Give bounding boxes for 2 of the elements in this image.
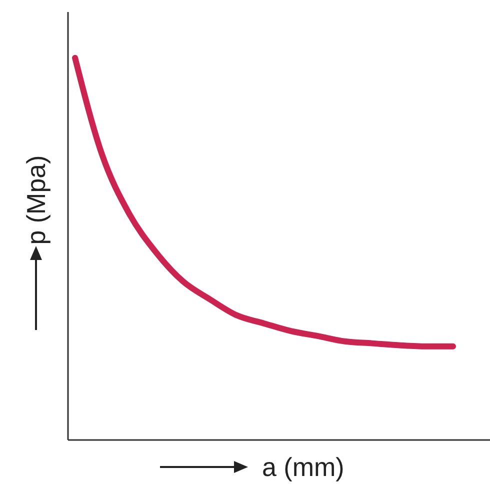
y-axis-title: p (Mpa) — [21, 155, 51, 245]
x-axis-title: a (mm) — [262, 452, 344, 482]
